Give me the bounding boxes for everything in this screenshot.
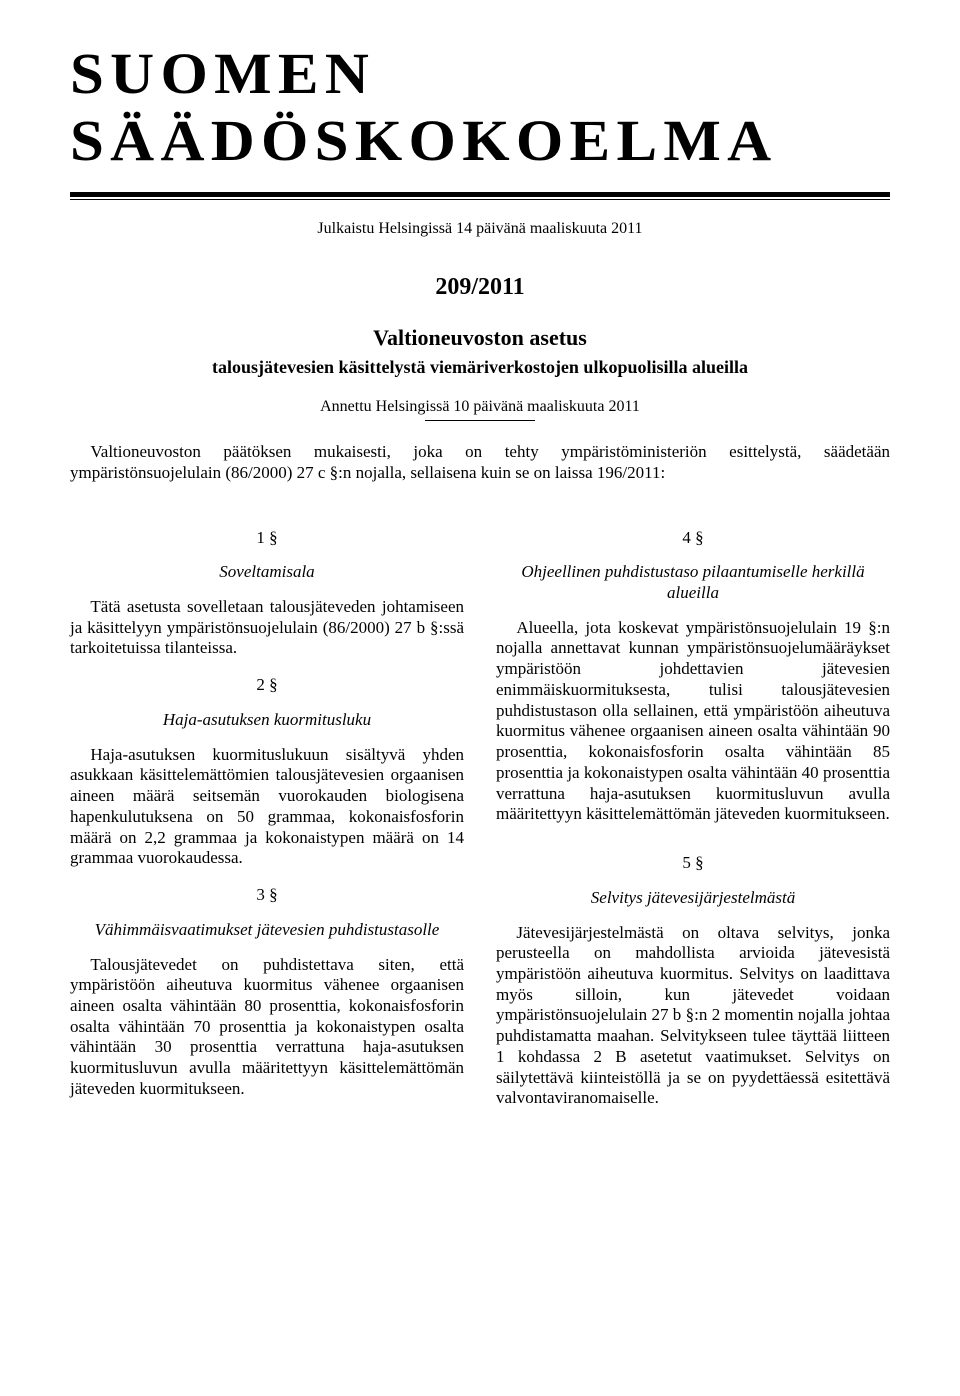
left-column: 1 § Soveltamisala Tätä asetusta sovellet…	[70, 512, 464, 1120]
body-columns: 1 § Soveltamisala Tätä asetusta sovellet…	[70, 512, 890, 1120]
right-column: 4 § Ohjeellinen puhdistustaso pilaantumi…	[496, 512, 890, 1120]
section-heading: Soveltamisala	[70, 562, 464, 583]
section-heading: Ohjeellinen puhdistustaso pilaantumisell…	[496, 562, 890, 603]
document-title: Valtioneuvoston asetus	[70, 325, 890, 351]
section-number: 3 §	[70, 885, 464, 906]
section-paragraph: Haja-asutuksen kuormituslukuun sisältyvä…	[70, 745, 464, 869]
rule-divider	[70, 192, 890, 200]
section-number: 2 §	[70, 675, 464, 696]
masthead-title: SUOMEN SÄÄDÖSKOKOELMA	[70, 40, 931, 174]
section-paragraph: Jätevesijärjestelmästä on oltava selvity…	[496, 923, 890, 1110]
preamble-text: Valtioneuvoston päätöksen mukaisesti, jo…	[70, 441, 890, 484]
section-number: 4 §	[496, 528, 890, 549]
document-page: SUOMEN SÄÄDÖSKOKOELMA Julkaistu Helsingi…	[0, 0, 960, 1179]
section-heading: Vähimmäisvaatimukset jätevesien puhdistu…	[70, 920, 464, 941]
section-number: 5 §	[496, 853, 890, 874]
section-paragraph: Alueella, jota koskevat ympäristönsuojel…	[496, 618, 890, 825]
section-heading: Selvitys jätevesijärjestelmästä	[496, 888, 890, 909]
issue-date: Annettu Helsingissä 10 päivänä maaliskuu…	[70, 398, 890, 416]
section-paragraph: Talousjätevedet on puhdistettava siten, …	[70, 955, 464, 1100]
document-number: 209/2011	[70, 274, 890, 301]
section-heading: Haja-asutuksen kuormitusluku	[70, 710, 464, 731]
section-paragraph: Tätä asetusta sovelletaan talousjätevede…	[70, 597, 464, 659]
document-subtitle: talousjätevesien käsittelystä viemäriver…	[70, 357, 890, 378]
short-rule	[425, 420, 535, 421]
section-number: 1 §	[70, 528, 464, 549]
publication-date: Julkaistu Helsingissä 14 päivänä maalisk…	[70, 220, 890, 238]
